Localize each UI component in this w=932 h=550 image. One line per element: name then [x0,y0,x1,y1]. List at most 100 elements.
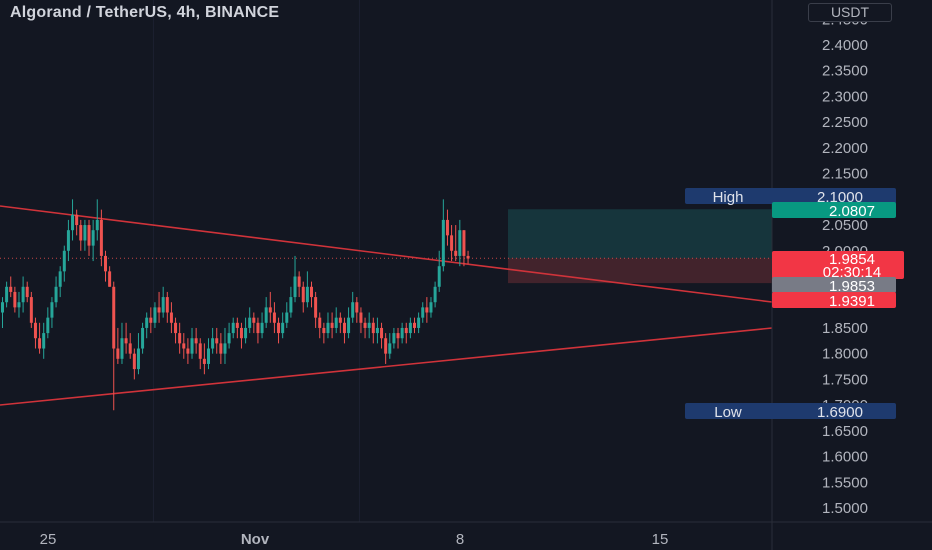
chart-grid [152,0,360,522]
candle-body [248,317,252,328]
price-tick-label: 2.2000 [822,140,868,157]
price-tick-label: 1.5000 [822,500,868,517]
candle-body [29,297,33,323]
time-tick-label: 8 [456,531,464,548]
price-tick-label: 1.5500 [822,474,868,491]
price-tick-label: 1.8500 [822,320,868,337]
candle-body [112,286,116,349]
candle-body [178,333,182,344]
candle-body [252,317,256,323]
candle-body [21,286,25,303]
candle-body [433,286,437,303]
candle-body [219,343,223,354]
candle-body [50,302,54,318]
price-tick-label: 2.4000 [822,37,868,54]
position-loss-zone [508,258,772,284]
support-trendline [0,327,773,406]
stop-price-tag-text: 1.9391 [829,293,875,310]
candle-body [120,338,124,359]
candle-body [338,317,342,323]
candle-body [207,348,210,364]
candle-body [384,338,388,354]
candle-body [355,302,359,313]
candle-body [293,276,297,298]
low-marker-label: Low [714,404,742,421]
candle-body [289,297,293,313]
candle-body [367,322,371,328]
time-tick-label: 25 [40,531,57,548]
candle-body [239,327,243,339]
candle-body [5,286,9,303]
candle-body [388,343,392,354]
entry-price-tag-bg [772,277,896,293]
candle-body [342,322,346,334]
candle-body [79,225,83,241]
candle-body [462,230,466,256]
candle-body [91,230,95,246]
candle-body [42,333,46,349]
candle-body [186,348,190,354]
last-price-text: 1.9854 [829,251,875,268]
candle-body [108,271,112,287]
countdown-text: 02:30:14 [823,264,881,281]
currency-selector[interactable]: USDT [808,3,892,22]
candle-body [235,322,239,328]
candle-body [99,219,103,256]
candle-body [396,333,400,339]
target-price-tag: 2.0807 [772,202,896,220]
candle-body [46,317,50,334]
candle-body [136,348,140,370]
candle-body [54,286,58,303]
candle-body [347,317,351,334]
candle-body [227,333,231,344]
candle-body [215,338,219,344]
last-price-bg [772,251,904,279]
candle-body [58,271,62,287]
price-tick-label: 2.1500 [822,166,868,183]
candle-body [441,219,445,267]
candle-body [256,322,260,334]
candle-body [466,255,470,259]
resistance-trendline [0,205,773,303]
high-marker: High 2.1000 [685,188,896,206]
candle-body [83,225,87,241]
candle-body [38,338,42,349]
candle-body [458,230,462,256]
candle-body [169,312,173,323]
price-tick-label: 1.6500 [822,423,868,440]
candles [1,199,470,411]
candle-body [25,286,29,298]
candle-body [351,302,355,318]
candle-body [450,235,454,251]
candle-body [71,214,75,231]
candle-body [157,307,161,313]
candle-body [264,307,268,323]
candle-body [285,312,289,323]
candle-body [75,214,79,226]
candle-body [380,327,384,339]
price-tick-label: 2.0500 [822,217,868,234]
candle-body [363,322,367,328]
candle-body [13,291,17,308]
candle-body [104,255,107,272]
target-price-tag-text: 2.0807 [829,203,875,220]
candle-body [305,286,309,303]
candle-body [272,312,276,323]
candle-body [244,327,248,339]
price-tick-label: 2.3000 [822,88,868,105]
time-tick-label: Nov [241,531,270,548]
candle-body [198,343,202,359]
chart-title: Algorand / TetherUS, 4h, BINANCE [10,4,280,21]
low-marker-bg [685,403,896,419]
candle-body [153,307,157,323]
price-tick-label: 2.2500 [822,114,868,131]
price-tick-label: 1.7500 [822,371,868,388]
candle-body [260,322,264,334]
candle-body [174,322,178,334]
low-marker: Low 1.6900 [685,403,896,421]
candle-body [297,276,301,287]
candle-body [124,338,128,344]
long-position-tool [0,209,772,284]
